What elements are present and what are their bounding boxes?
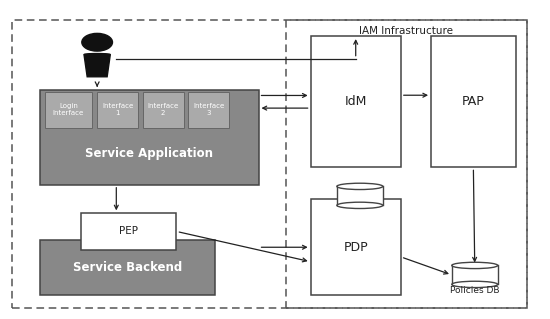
Bar: [81, 213, 177, 250]
Text: Interface
3: Interface 3: [193, 103, 224, 116]
Bar: [142, 92, 184, 128]
Bar: [97, 92, 138, 128]
Ellipse shape: [337, 183, 383, 189]
Bar: [45, 92, 92, 128]
Bar: [311, 199, 401, 295]
Polygon shape: [84, 55, 111, 77]
Bar: [337, 186, 383, 205]
Text: IdM: IdM: [344, 95, 367, 108]
Circle shape: [82, 33, 112, 51]
Bar: [286, 20, 527, 308]
Bar: [188, 92, 229, 128]
Text: PAP: PAP: [462, 95, 485, 108]
Text: IAM Infrastructure: IAM Infrastructure: [359, 26, 453, 36]
Text: Service Application: Service Application: [85, 147, 213, 160]
Ellipse shape: [337, 202, 383, 209]
Ellipse shape: [452, 262, 498, 269]
Bar: [452, 265, 498, 285]
Bar: [40, 90, 258, 185]
Text: Service Backend: Service Backend: [73, 261, 182, 274]
Text: Interface
1: Interface 1: [102, 103, 133, 116]
Text: Login
Interface: Login Interface: [53, 103, 84, 116]
Polygon shape: [84, 54, 111, 55]
Text: Policies DB: Policies DB: [450, 286, 499, 295]
Bar: [311, 36, 401, 167]
Ellipse shape: [452, 281, 498, 287]
Bar: [40, 240, 215, 295]
Text: PDP: PDP: [343, 241, 368, 254]
Text: Interface
2: Interface 2: [147, 103, 179, 116]
Bar: [431, 36, 516, 167]
Text: PEP: PEP: [119, 226, 138, 236]
